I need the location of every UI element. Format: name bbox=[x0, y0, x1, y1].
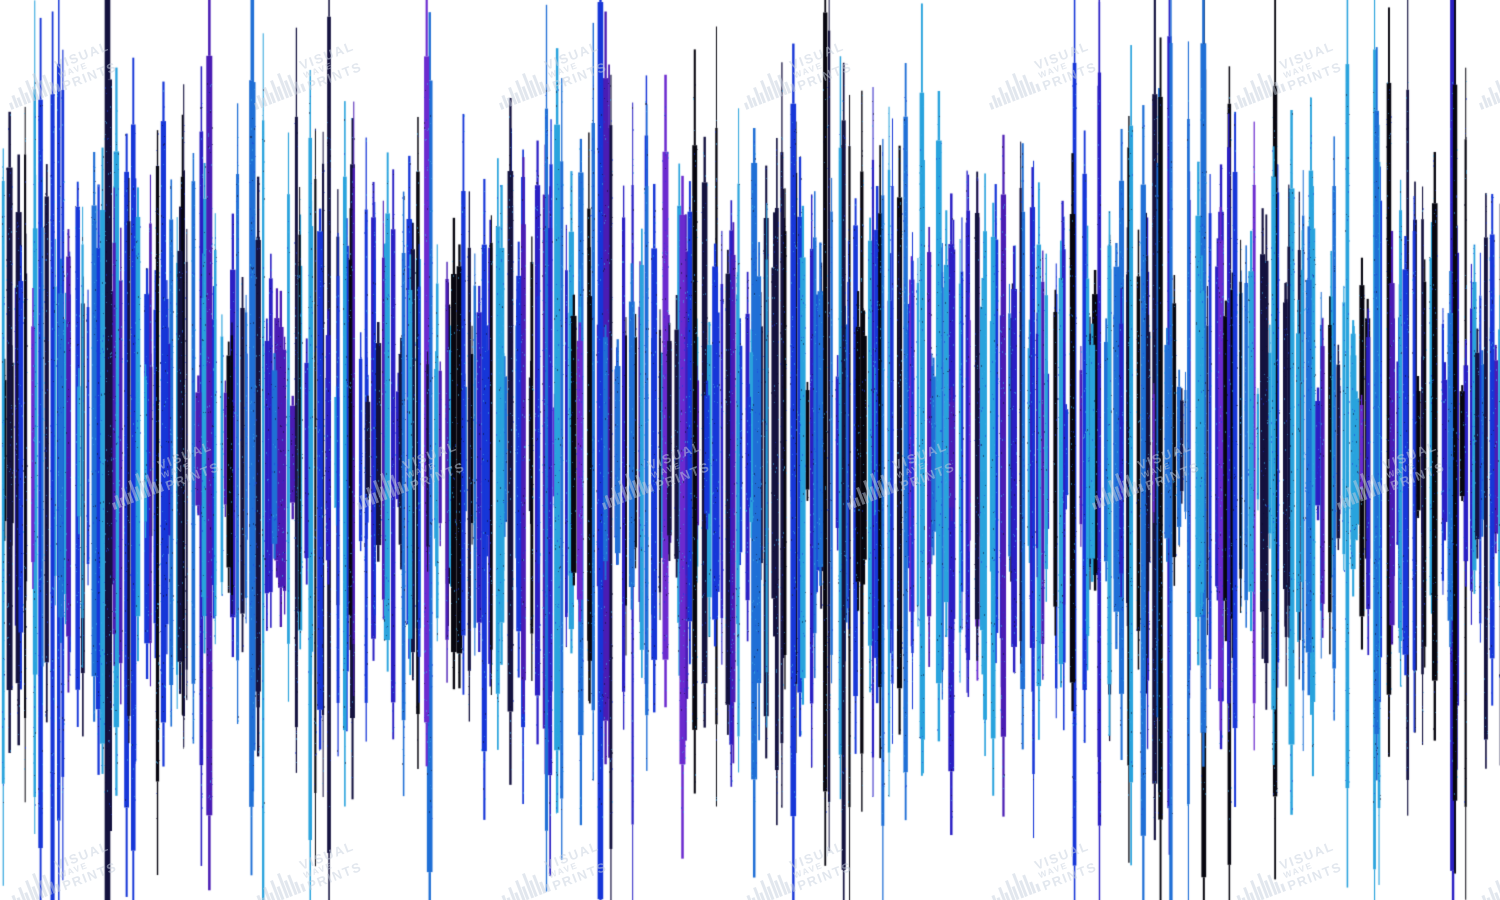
sound-wave-chart bbox=[0, 0, 1500, 900]
artwork-canvas: VISUAL WAVE PRINTS VISUAL WAVE PRINTS VISUAL WA… bbox=[0, 0, 1500, 900]
